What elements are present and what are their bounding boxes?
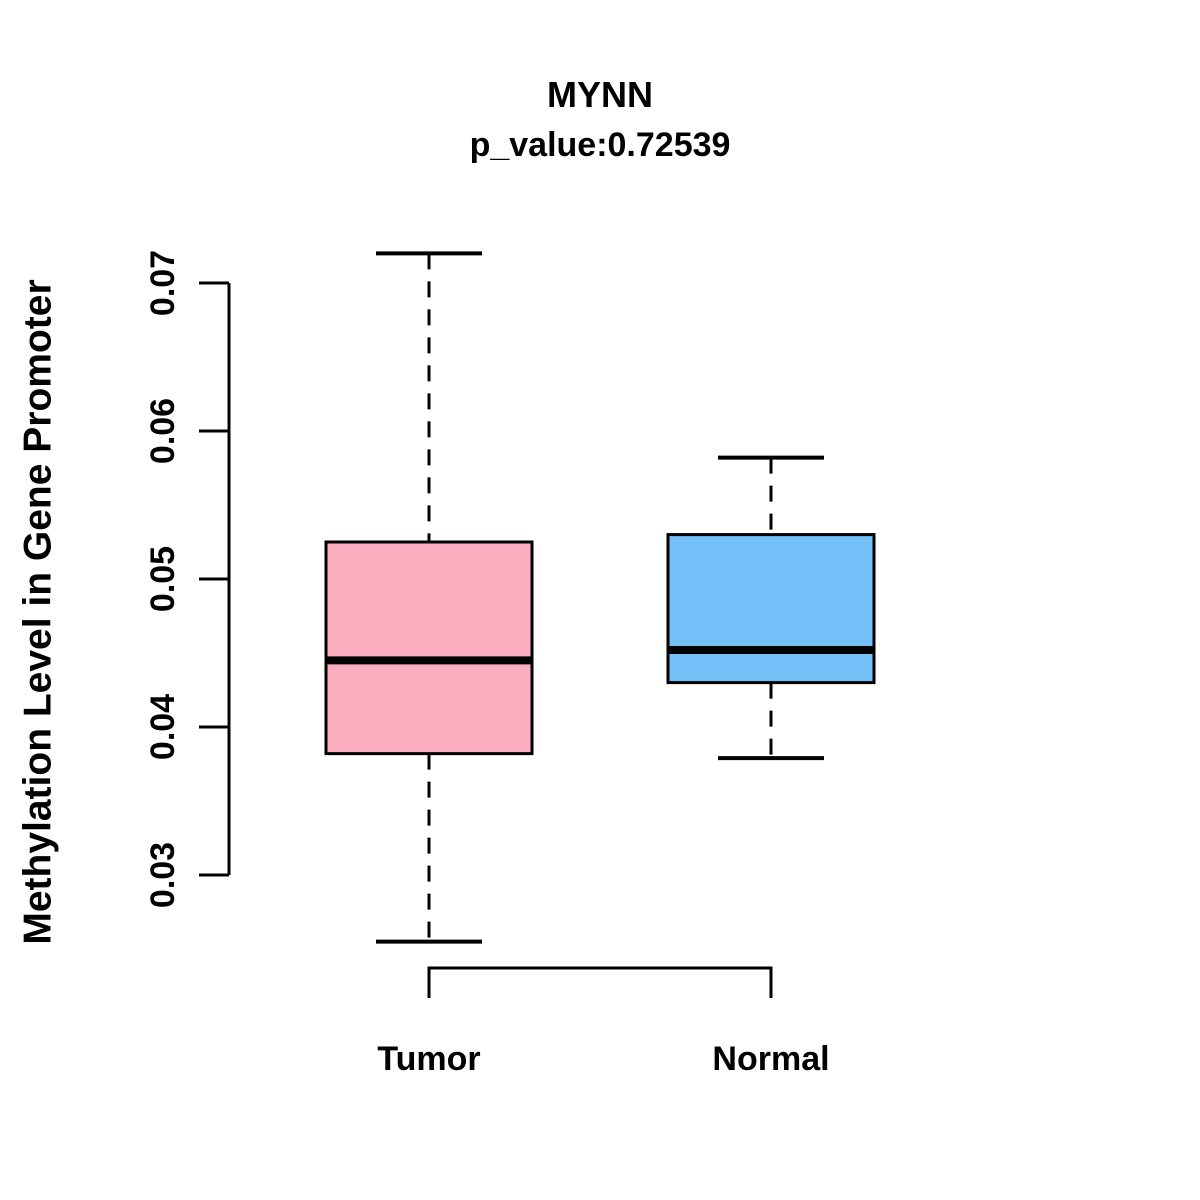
y-tick-label-0-03: 0.03 [144,841,182,909]
y-tick-label-0-05: 0.05 [144,545,182,613]
tumor-iqr-box [324,540,534,756]
y-tick-label-0-04: 0.04 [144,693,182,761]
chart-title: MYNN [547,74,653,115]
chart-subtitle: p_value:0.72539 [469,126,731,164]
y-axis-title: Methylation Level in Gene Promoter [16,279,60,945]
y-tick-label-0-07: 0.07 [144,249,182,317]
x-axis-bracket [427,966,773,998]
normal-iqr-box [666,533,876,685]
y-tick-label-0-06: 0.06 [144,397,182,465]
x-category-label-normal: Normal [712,1040,830,1078]
x-category-label-tumor: Tumor [377,1040,481,1078]
